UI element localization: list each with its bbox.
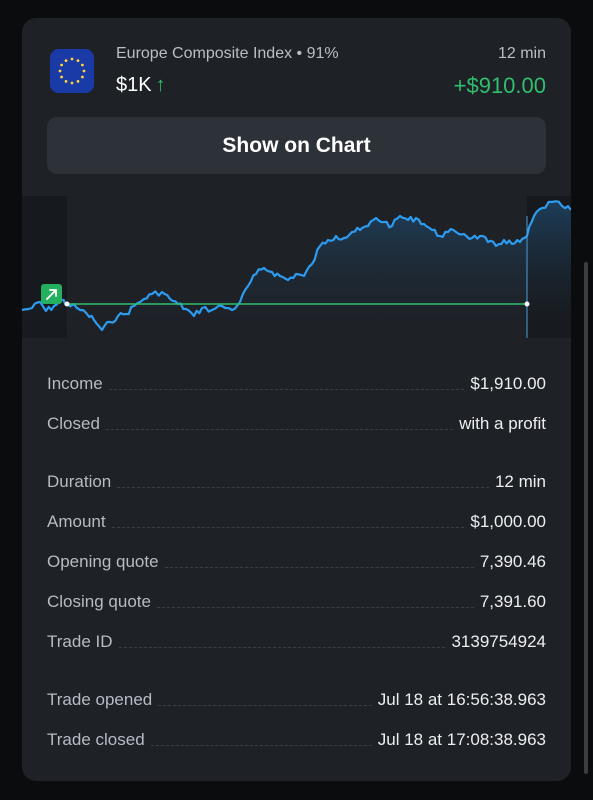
- detail-label: Trade opened: [47, 690, 153, 709]
- detail-label: Trade closed: [47, 730, 145, 749]
- detail-value: 7,391.60: [479, 592, 546, 611]
- detail-label: Closing quote: [47, 592, 151, 611]
- asset-name: Europe Composite Index • 91%: [116, 45, 339, 62]
- trade-amount-value: $1K: [116, 74, 152, 96]
- detail-value: 12 min: [494, 472, 546, 491]
- detail-row-amount: Amount $1,000.00: [47, 508, 546, 532]
- trade-profit: +$910.00: [453, 73, 546, 98]
- price-area: [22, 201, 571, 338]
- detail-row-trade-closed: Trade closed Jul 18 at 17:08:38.963: [47, 726, 546, 750]
- detail-label: Amount: [47, 512, 106, 531]
- show-on-chart-button[interactable]: Show on Chart: [47, 117, 546, 174]
- detail-label: Trade ID: [47, 632, 113, 651]
- trade-header: Europe Composite Index • 91% 12 min $1K …: [22, 18, 571, 113]
- detail-value: Jul 18 at 17:08:38.963: [377, 730, 546, 749]
- arrow-up-icon: ↑: [155, 74, 166, 96]
- detail-row-duration: Duration 12 min: [47, 468, 546, 492]
- detail-row-closing-quote: Closing quote 7,391.60: [47, 588, 546, 612]
- trade-amount: $1K ↑: [116, 74, 166, 97]
- detail-value: $1,910.00: [470, 374, 546, 393]
- detail-value: 3139754924: [451, 632, 546, 651]
- detail-label: Duration: [47, 472, 112, 491]
- detail-row-opening-quote: Opening quote 7,390.46: [47, 548, 546, 572]
- scrollbar[interactable]: [584, 262, 588, 774]
- detail-value: with a profit: [459, 414, 546, 433]
- price-line: [22, 200, 571, 332]
- detail-value: Jul 18 at 16:56:38.963: [377, 690, 546, 709]
- detail-row-trade-opened: Trade opened Jul 18 at 16:56:38.963: [47, 686, 546, 710]
- trade-mini-chart[interactable]: [22, 196, 571, 338]
- detail-value: $1,000.00: [470, 512, 546, 531]
- detail-value: 7,390.46: [479, 552, 546, 571]
- eu-flag-icon: [50, 49, 94, 93]
- open-point: [64, 301, 70, 307]
- detail-row-income: Income $1,910.00: [47, 370, 546, 394]
- trade-duration: 12 min: [497, 45, 546, 62]
- detail-label: Income: [47, 374, 103, 393]
- detail-label: Opening quote: [47, 552, 159, 571]
- trade-card: Europe Composite Index • 91% 12 min $1K …: [22, 18, 571, 781]
- detail-label: Closed: [47, 414, 100, 433]
- detail-row-trade-id: Trade ID 3139754924: [47, 628, 546, 652]
- close-point: [524, 301, 530, 307]
- detail-row-closed: Closed with a profit: [47, 410, 546, 434]
